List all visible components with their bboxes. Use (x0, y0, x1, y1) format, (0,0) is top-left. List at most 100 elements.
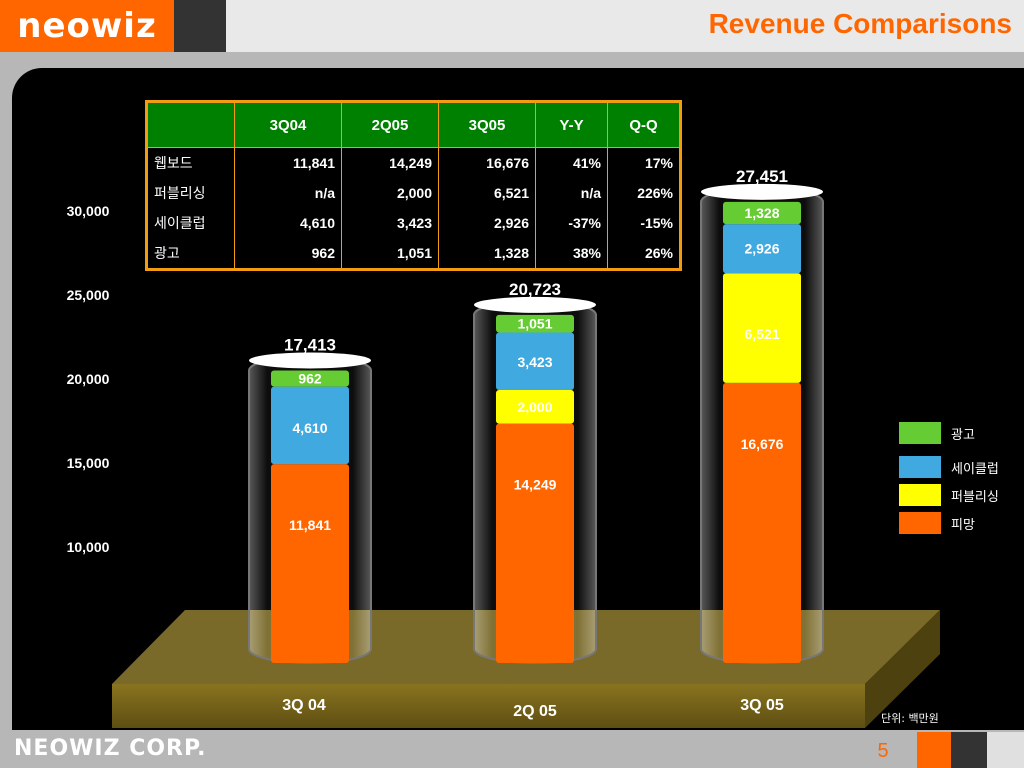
bar-segment (496, 314, 574, 333)
table-cell: n/a (535, 178, 608, 208)
row-label: 광고 (146, 238, 235, 270)
bar-segment (271, 386, 349, 465)
legend-label: 광고 (951, 428, 975, 443)
category-label: 2Q 05 (513, 703, 557, 720)
page-number: 5 (877, 740, 889, 762)
legend-swatch (899, 484, 941, 506)
column-header: 3Q05 (438, 101, 536, 148)
table-row: 퍼블리싱 n/a 2,000 6,521 n/a 226% (146, 178, 681, 208)
bar-segment (723, 382, 801, 663)
legend-label: 피망 (951, 518, 975, 533)
segment-label: 6,521 (744, 326, 779, 342)
total-label: 20,723 (509, 280, 561, 299)
cylinder-cap (249, 352, 371, 369)
table-cell: 3,423 (341, 208, 439, 238)
bar-stack: 16,676 6,521 2,926 1,328 27,451 (700, 167, 824, 664)
table-cell: 2,926 (438, 208, 536, 238)
table-cell: -15% (607, 208, 681, 238)
neowiz-corp-logo: NEOWIZ CORP. (14, 736, 207, 761)
bar-stack: 14,249 2,000 3,423 1,051 20,723 (473, 280, 597, 664)
bar-segment (271, 464, 349, 663)
table-corner-cell (146, 101, 235, 148)
legend-item: 피망 (899, 512, 1024, 534)
legend-swatch (899, 512, 941, 534)
table-header-row: 3Q04 2Q05 3Q05 Y-Y Q-Q (146, 101, 681, 148)
column-header: Y-Y (535, 101, 608, 148)
bar-segment (271, 370, 349, 387)
bar-stack: 11,841 4,610 962 17,413 (248, 335, 372, 664)
bar-segment (496, 390, 574, 424)
bar-segment (496, 332, 574, 391)
table-cell: 41% (535, 147, 608, 178)
table-cell: 14,249 (341, 147, 439, 178)
header-grey-band (226, 0, 1024, 52)
table-cell: n/a (234, 178, 342, 208)
y-tick-label: 20,000 (67, 371, 110, 387)
y-tick-label: 15,000 (67, 455, 110, 471)
table-cell: 17% (607, 147, 681, 178)
footer-orange-square (917, 732, 951, 768)
category-label: 3Q 05 (740, 697, 784, 714)
segment-label: 2,926 (744, 241, 779, 257)
segment-label: 1,328 (744, 205, 779, 221)
table-cell: 226% (607, 178, 681, 208)
table-cell: 26% (607, 238, 681, 270)
segment-label: 1,051 (517, 316, 552, 332)
total-label: 17,413 (284, 335, 336, 354)
total-label: 27,451 (736, 167, 788, 186)
segment-label: 2,000 (517, 399, 552, 415)
segment-label: 962 (298, 371, 322, 387)
revenue-table: 3Q04 2Q05 3Q05 Y-Y Q-Q 웹보드 11,841 14,249… (145, 100, 682, 271)
legend-label: 퍼블리싱 (951, 490, 999, 505)
row-label: 웹보드 (146, 147, 235, 178)
legend-swatch (899, 456, 941, 478)
segment-label: 16,676 (741, 436, 784, 452)
table-cell: -37% (535, 208, 608, 238)
bar-segment (496, 423, 574, 663)
y-tick-label: 30,000 (67, 203, 110, 219)
table-cell: 11,841 (234, 147, 342, 178)
legend-item: 세이클럽 (899, 456, 1024, 478)
table-row: 광고 962 1,051 1,328 38% 26% (146, 238, 681, 270)
category-label: 3Q 04 (282, 697, 326, 714)
cylinder-cap (701, 183, 823, 200)
bar-segment (723, 273, 801, 383)
bar-segment (723, 224, 801, 274)
neowiz-logo: neowiz (17, 6, 157, 46)
table-cell: 16,676 (438, 147, 536, 178)
bar-segment (723, 201, 801, 225)
segment-label: 3,423 (517, 354, 552, 370)
logo-box: neowiz (0, 0, 174, 52)
legend-label: 세이클럽 (951, 462, 999, 477)
y-tick-label: 10,000 (67, 539, 110, 555)
floor-side (865, 610, 940, 728)
row-label: 세이클럽 (146, 208, 235, 238)
footer-bar (0, 730, 1024, 768)
column-header: Q-Q (607, 101, 681, 148)
floor-front (112, 684, 865, 728)
table-cell: 962 (234, 238, 342, 270)
unit-label: 단위: 백만원 (881, 712, 939, 725)
legend-item: 광고 (899, 422, 1024, 444)
table-cell: 1,328 (438, 238, 536, 270)
legend-swatch (899, 422, 941, 444)
table-row: 세이클럽 4,610 3,423 2,926 -37% -15% (146, 208, 681, 238)
segment-label: 4,610 (292, 420, 327, 436)
table-cell: 4,610 (234, 208, 342, 238)
table-cell: 6,521 (438, 178, 536, 208)
segment-label: 14,249 (514, 477, 557, 493)
table-cell: 1,051 (341, 238, 439, 270)
y-tick-label: 25,000 (67, 287, 110, 303)
cylinder-cap (474, 296, 596, 313)
footer-light-square (987, 732, 1024, 768)
slide-title: Revenue Comparisons (708, 8, 1012, 39)
row-label: 퍼블리싱 (146, 178, 235, 208)
table-row: 웹보드 11,841 14,249 16,676 41% 17% (146, 147, 681, 178)
table-cell: 38% (535, 238, 608, 270)
footer-dark-square (951, 732, 987, 768)
column-header: 2Q05 (341, 101, 439, 148)
segment-label: 11,841 (289, 517, 331, 533)
table-cell: 2,000 (341, 178, 439, 208)
header-dark-square (174, 0, 226, 52)
